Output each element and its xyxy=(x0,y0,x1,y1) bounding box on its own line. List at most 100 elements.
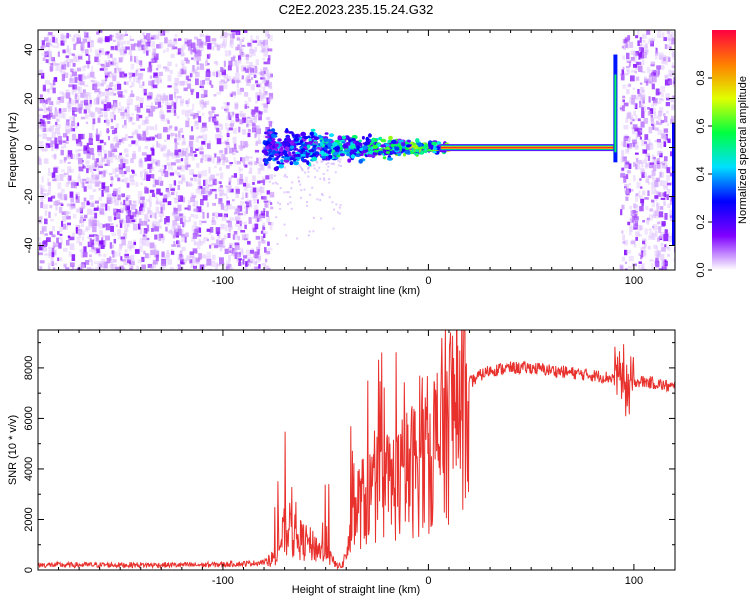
colorbar-tick-label: 0.8 xyxy=(695,70,707,85)
noise-speck xyxy=(99,139,104,144)
noise-speck xyxy=(263,154,267,158)
noise-speck xyxy=(85,92,90,97)
noise-speck xyxy=(51,146,54,152)
noise-speck xyxy=(660,172,664,178)
noise-speck xyxy=(160,115,166,122)
noise-speck xyxy=(248,97,252,103)
noise-speck xyxy=(101,258,106,265)
noise-speck xyxy=(65,89,70,92)
noise-speck xyxy=(74,93,77,100)
noise-speck xyxy=(666,232,671,235)
noise-speck xyxy=(211,106,215,114)
faint-speck xyxy=(317,149,320,151)
noise-speck xyxy=(235,223,239,227)
noise-speck xyxy=(214,212,219,217)
noise-speck xyxy=(85,121,89,124)
noise-speck xyxy=(180,53,184,57)
noise-speck xyxy=(655,88,660,96)
noise-speck xyxy=(258,114,262,121)
noise-speck xyxy=(230,36,234,39)
noise-speck xyxy=(622,84,627,89)
noise-speck xyxy=(231,152,236,156)
noise-speck xyxy=(74,33,79,38)
noise-speck xyxy=(82,89,86,93)
noise-speck xyxy=(254,65,258,73)
noise-speck xyxy=(123,230,127,238)
noise-speck xyxy=(114,67,117,74)
faint-speck xyxy=(290,207,293,210)
noise-speck xyxy=(48,32,53,36)
spectrogram-y-axis-title: Frequency (Hz) xyxy=(7,112,19,188)
noise-speck xyxy=(130,180,135,186)
noise-speck xyxy=(129,175,134,182)
carrier-point xyxy=(388,135,393,140)
carrier-point xyxy=(285,128,289,133)
noise-speck xyxy=(257,139,261,144)
noise-speck xyxy=(180,59,185,65)
noise-speck xyxy=(134,105,139,111)
noise-speck xyxy=(202,112,205,116)
carrier-steady-line xyxy=(440,146,614,149)
noise-speck xyxy=(140,73,144,77)
noise-speck xyxy=(235,46,239,51)
noise-speck xyxy=(637,89,640,94)
noise-speck xyxy=(641,238,647,241)
noise-speck xyxy=(241,249,244,256)
noise-speck xyxy=(221,141,226,144)
noise-speck xyxy=(265,204,269,208)
noise-speck xyxy=(117,140,121,145)
noise-speck xyxy=(53,167,58,173)
noise-speck xyxy=(59,233,63,236)
carrier-point xyxy=(306,144,311,149)
noise-speck xyxy=(124,256,130,260)
noise-speck xyxy=(176,52,179,56)
noise-speck xyxy=(85,114,89,119)
noise-speck xyxy=(144,186,148,193)
noise-speck xyxy=(196,92,200,99)
noise-speck xyxy=(103,261,108,269)
noise-speck xyxy=(98,170,104,173)
noise-speck xyxy=(247,42,252,47)
noise-speck xyxy=(85,75,90,79)
noise-speck xyxy=(205,179,208,185)
noise-speck xyxy=(72,116,76,122)
snr-x-tick-label: 0 xyxy=(425,575,431,587)
noise-speck xyxy=(671,65,675,68)
noise-speck xyxy=(238,262,242,266)
noise-speck xyxy=(629,231,632,236)
noise-speck xyxy=(628,61,631,67)
noise-speck xyxy=(70,126,73,132)
noise-speck xyxy=(77,229,83,235)
noise-speck xyxy=(123,111,128,117)
noise-speck xyxy=(90,221,95,228)
noise-speck xyxy=(650,114,654,118)
noise-speck xyxy=(189,135,194,140)
noise-speck xyxy=(258,264,261,269)
noise-speck xyxy=(80,251,84,258)
noise-speck xyxy=(205,77,210,81)
noise-speck xyxy=(174,149,179,156)
noise-speck xyxy=(237,235,240,241)
noise-speck xyxy=(63,36,67,44)
noise-speck xyxy=(119,152,122,156)
noise-speck xyxy=(189,140,194,147)
faint-speck xyxy=(289,201,292,204)
noise-speck xyxy=(660,85,666,93)
carrier-point xyxy=(280,146,284,151)
noise-speck xyxy=(256,187,262,192)
noise-speck xyxy=(266,251,271,255)
noise-speck xyxy=(88,133,93,138)
noise-speck xyxy=(216,161,221,165)
noise-speck xyxy=(57,231,60,235)
noise-speck xyxy=(182,216,187,221)
noise-speck xyxy=(154,226,160,232)
faint-speck xyxy=(283,162,286,165)
noise-speck xyxy=(244,104,247,109)
noise-speck xyxy=(264,247,267,253)
faint-speck xyxy=(316,161,319,164)
noise-speck xyxy=(50,219,54,222)
noise-speck xyxy=(132,76,136,82)
noise-speck xyxy=(101,237,104,240)
noise-speck xyxy=(57,193,62,198)
